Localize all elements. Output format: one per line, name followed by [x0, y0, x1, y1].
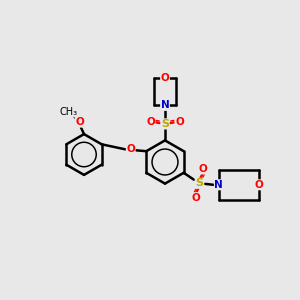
Text: O: O [160, 73, 169, 83]
Text: O: O [75, 117, 84, 127]
Text: O: O [175, 117, 184, 128]
Text: N: N [160, 100, 169, 110]
Text: N: N [214, 180, 223, 190]
Text: CH₃: CH₃ [60, 106, 78, 117]
Text: O: O [199, 164, 207, 174]
Text: O: O [255, 180, 264, 190]
Text: O: O [126, 144, 135, 154]
Text: S: S [195, 178, 203, 188]
Text: O: O [146, 117, 155, 128]
Text: O: O [191, 193, 200, 203]
Text: S: S [161, 119, 169, 129]
